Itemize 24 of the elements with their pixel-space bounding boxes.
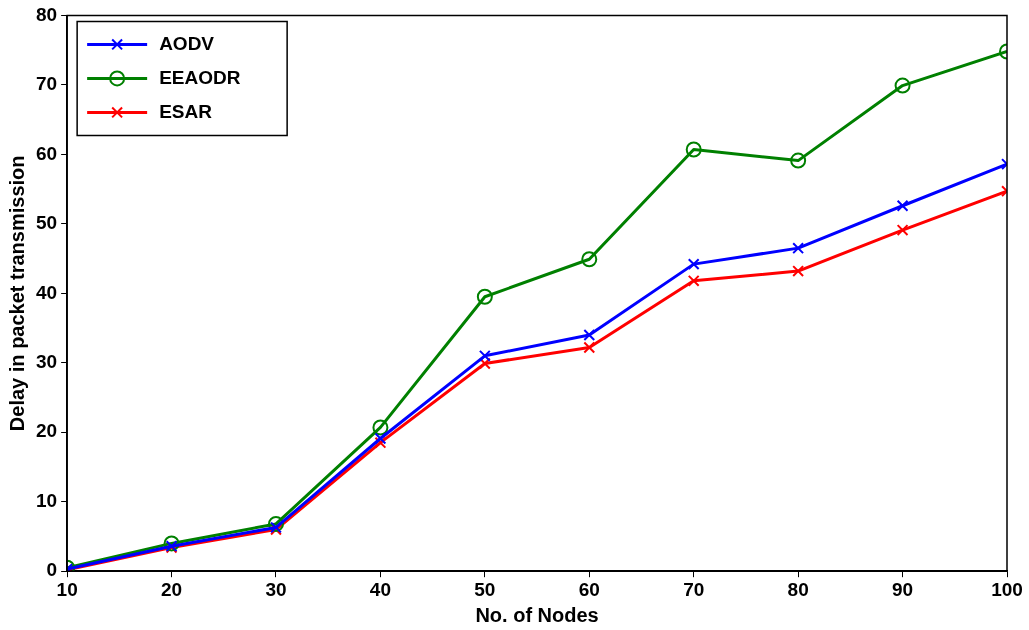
x-tick-label: 40 (369, 578, 391, 600)
x-tick-label: 90 (892, 578, 914, 600)
x-axis-title: No. of Nodes (475, 603, 599, 626)
y-axis-title: Delay in packet transmission (5, 155, 28, 432)
y-tick-label: 70 (35, 73, 58, 95)
y-tick-label: 20 (35, 420, 58, 442)
y-tick-label: 50 (35, 212, 58, 234)
x-tick-label: 60 (578, 578, 600, 600)
x-tick-label: 80 (787, 578, 809, 600)
x-tick-label: 20 (160, 578, 183, 600)
x-tick-label: 100 (991, 578, 1023, 600)
y-tick-label: 60 (35, 142, 58, 164)
y-tick-label: 40 (35, 281, 58, 303)
x-tick-label: 10 (56, 578, 78, 600)
x-tick-label: 50 (474, 578, 496, 600)
y-tick-label: 80 (35, 3, 58, 25)
legend-label: ESAR (159, 100, 213, 122)
y-tick-label: 0 (46, 559, 58, 581)
legend-label: AODV (159, 32, 215, 54)
legend-label: EEAODR (159, 66, 241, 88)
y-tick-label: 10 (35, 489, 58, 511)
x-tick-label: 30 (265, 578, 287, 600)
x-tick-label: 70 (683, 578, 705, 600)
y-tick-label: 30 (35, 351, 58, 373)
